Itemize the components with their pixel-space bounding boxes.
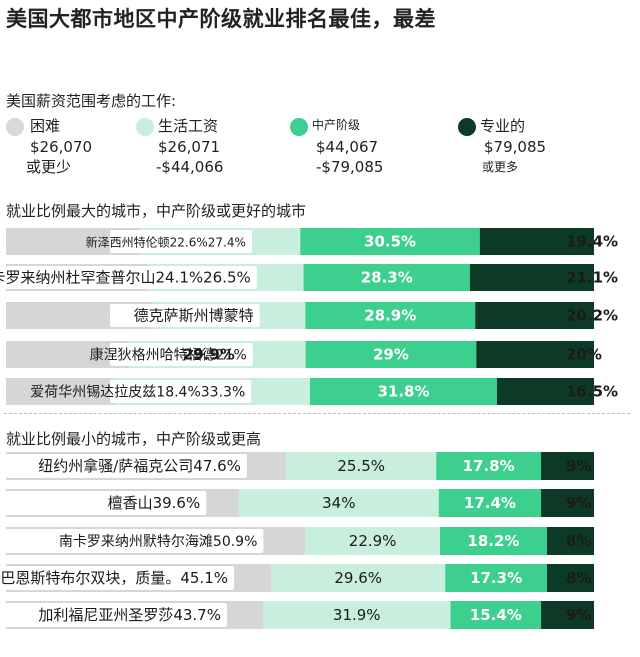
bar-living-wage-g1-r4 bbox=[262, 601, 451, 629]
value-label-middle-class-g0-r2: 28.9% bbox=[364, 307, 416, 325]
city-label-g0-r3: 康涅狄格州哈特福德21% bbox=[90, 347, 247, 364]
city-label-g1-r4: 加利福尼亚州圣罗莎43.7% bbox=[38, 606, 221, 624]
legend-swatch-hardship bbox=[6, 118, 24, 136]
city-label-g0-r2: 德克萨斯州博蒙特 bbox=[134, 307, 254, 325]
value-label-professional-g0-r1: 21.1% bbox=[566, 269, 618, 287]
bar-middle-class-g1-r4 bbox=[450, 601, 542, 629]
city-label-g1-r0: 纽约州拿骚/萨福克公司47.6% bbox=[38, 457, 241, 475]
bar-professional-g0-r0 bbox=[479, 228, 594, 255]
bar-middle-class-g1-r3 bbox=[445, 564, 547, 592]
label-box-g1-r1 bbox=[6, 491, 207, 515]
value-label-professional-g0-r3: 20% bbox=[566, 346, 602, 364]
label-box-g0-r1 bbox=[6, 266, 257, 289]
bar-middle-class-g0-r4 bbox=[309, 378, 497, 405]
bar-living-wage-g1-r2 bbox=[305, 527, 440, 555]
bar-middle-class-g0-r3 bbox=[305, 341, 477, 368]
legend-heading: 美国薪资范围考虑的工作: bbox=[6, 92, 177, 110]
value-label-middle-class-g0-r4: 31.8% bbox=[377, 383, 429, 401]
city-label-g1-r3: 巴恩斯特布尔双块，质量。45.1% bbox=[0, 569, 228, 587]
value-label-professional-g0-r2: 20.2% bbox=[566, 307, 618, 325]
legend-range-hardship-2: 或更少 bbox=[26, 158, 72, 176]
legend-label-middle-class: 中产阶级 bbox=[312, 118, 361, 132]
legend-swatch-middle-class bbox=[290, 118, 308, 136]
bar-professional-g1-r2 bbox=[546, 527, 594, 555]
value-label-living-wage-g1-r3: 29.6% bbox=[334, 569, 382, 587]
section-divider bbox=[4, 413, 630, 414]
value-label-professional-g1-r4: 9% bbox=[566, 606, 591, 624]
bar-middle-class-g0-r2 bbox=[305, 302, 476, 329]
label-box-g0-r4 bbox=[110, 380, 252, 403]
bar-professional-g0-r1 bbox=[469, 264, 594, 291]
city-label-g0-r0: 新泽西州特伦顿22.6%27.4% bbox=[86, 235, 246, 250]
bar-middle-class-g0-r1 bbox=[303, 264, 470, 291]
bar-professional-g0-r2 bbox=[475, 302, 594, 329]
value-label-living-wage-g1-r0: 25.5% bbox=[337, 457, 385, 475]
value-label-middle-class-g1-r2: 18.2% bbox=[467, 532, 519, 550]
legend-range-living-wage-2: -$44,066 bbox=[156, 158, 224, 176]
value-label-middle-class-g0-r3: 29% bbox=[373, 346, 409, 364]
legend-label-living-wage: 生活工资 bbox=[158, 117, 219, 135]
bar-middle-class-g0-r0 bbox=[300, 228, 480, 255]
section-heading-bottom: 就业比例最小的城市，中产阶级或更高 bbox=[6, 430, 262, 448]
value-label-middle-class-g1-r1: 17.4% bbox=[464, 494, 516, 512]
label-box-g0-r2 bbox=[110, 304, 260, 327]
bar-living-wage-g1-r1 bbox=[238, 489, 439, 517]
value-label-professional-g0-r4: 16.5% bbox=[566, 383, 618, 401]
label-box-g0-r0 bbox=[110, 230, 252, 253]
label-box-g1-r4 bbox=[6, 603, 227, 627]
section-heading-top: 就业比例最大的城市，中产阶级或更好的城市 bbox=[6, 202, 307, 220]
bar-hardship-g0-r3 bbox=[6, 341, 130, 368]
bar-professional-g1-r1 bbox=[541, 489, 594, 517]
bar-middle-class-g1-r0 bbox=[436, 452, 542, 480]
bar-hardship-g0-r4 bbox=[6, 378, 115, 405]
bar-professional-g1-r3 bbox=[546, 564, 594, 592]
value-label-professional-g0-r0: 19.4% bbox=[566, 233, 618, 251]
legend-label-professional: 专业的 bbox=[480, 117, 526, 135]
value-label-living-wage-g1-r2: 22.9% bbox=[349, 532, 397, 550]
value-label-living-wage-g0-r3: 29.9% bbox=[183, 346, 235, 364]
city-label-g1-r2: 南卡罗来纳州默特尔海滩50.9% bbox=[59, 534, 257, 550]
value-label-middle-class-g0-r0: 30.5% bbox=[364, 233, 416, 251]
legend-range-middle-class-1: $44,067 bbox=[316, 138, 379, 156]
bar-living-wage-g1-r0 bbox=[286, 452, 437, 480]
label-box-g1-r0 bbox=[6, 454, 247, 478]
bar-professional-g1-r0 bbox=[541, 452, 594, 480]
legend-range-hardship-1: $26,070 bbox=[30, 138, 93, 156]
chart-title: 美国大都市地区中产阶级就业排名最佳，最差 bbox=[6, 7, 436, 31]
bar-professional-g0-r4 bbox=[496, 378, 594, 405]
city-label-g0-r4: 爱荷华州锡达拉皮兹18.4%33.3% bbox=[30, 385, 245, 401]
city-label-g1-r1: 檀香山39.6% bbox=[108, 494, 201, 512]
value-label-middle-class-g1-r0: 17.8% bbox=[463, 457, 515, 475]
legend-label-hardship: 困难 bbox=[30, 117, 61, 135]
label-box-g1-r3 bbox=[6, 566, 235, 590]
bar-middle-class-g1-r1 bbox=[438, 489, 542, 517]
value-label-professional-g1-r0: 9% bbox=[566, 457, 591, 475]
value-label-middle-class-g0-r1: 28.3% bbox=[361, 269, 413, 287]
value-label-middle-class-g1-r4: 15.4% bbox=[470, 606, 522, 624]
legend-range-middle-class-2: -$79,085 bbox=[316, 158, 384, 176]
value-label-living-wage-g1-r4: 31.9% bbox=[333, 606, 381, 624]
legend-range-professional-1: $79,085 bbox=[484, 138, 547, 156]
legend-swatch-living-wage bbox=[136, 118, 154, 136]
label-box-g1-r2 bbox=[6, 529, 264, 553]
legend-range-professional-2: 或更多 bbox=[482, 160, 519, 174]
bar-professional-g0-r3 bbox=[476, 341, 594, 368]
city-label-g0-r1: 北卡罗来纳州杜罕查普尔山24.1%26.5% bbox=[0, 269, 251, 287]
bar-living-wage-g1-r3 bbox=[271, 564, 446, 592]
value-label-professional-g1-r1: 9% bbox=[566, 494, 591, 512]
legend-range-living-wage-1: $26,071 bbox=[158, 138, 221, 156]
value-label-living-wage-g1-r1: 34% bbox=[322, 494, 355, 512]
bar-middle-class-g1-r2 bbox=[439, 527, 547, 555]
bar-professional-g1-r4 bbox=[541, 601, 594, 629]
value-label-middle-class-g1-r3: 17.3% bbox=[470, 569, 522, 587]
value-label-professional-g1-r2: 8% bbox=[566, 532, 591, 550]
legend-swatch-professional bbox=[458, 118, 476, 136]
value-label-professional-g1-r3: 8% bbox=[566, 569, 591, 587]
label-box-g0-r3 bbox=[110, 343, 253, 366]
